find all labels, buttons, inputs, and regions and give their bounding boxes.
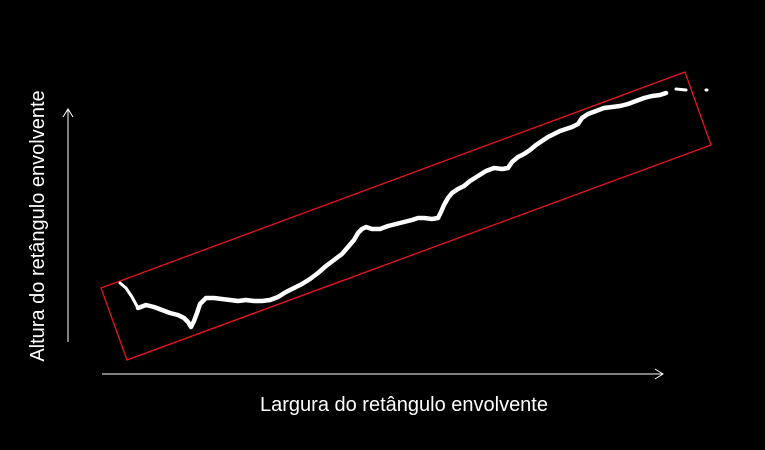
y-axis-label: Altura do retângulo envolvente [27,90,49,362]
x-axis-label: Largura do retângulo envolvente [260,394,548,416]
object-contour-curve [118,87,709,330]
rotated-bounding-rectangle [100,71,712,361]
y-axis-arrow [62,108,74,342]
x-axis-arrow [102,368,664,380]
